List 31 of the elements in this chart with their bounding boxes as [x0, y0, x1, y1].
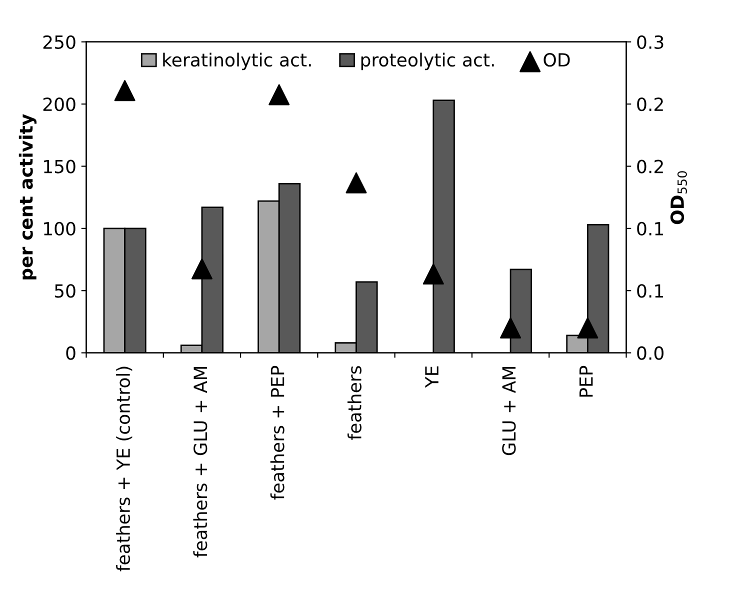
legend-label: keratinolytic act. — [163, 52, 311, 70]
x-tick-label: feathers — [348, 366, 362, 440]
x-tick-label: feathers + PEP — [270, 366, 284, 500]
y-tick-label: 150 — [44, 160, 76, 174]
legend-label: proteolytic act. — [361, 52, 494, 70]
x-tick-label: PEP — [579, 366, 593, 397]
point — [268, 84, 290, 106]
x-tick-label: feathers + GLU + AM — [193, 367, 208, 558]
y2-tick-label: 0.1 — [637, 222, 664, 236]
legend-label: OD — [544, 53, 570, 67]
point — [577, 317, 598, 338]
y-axis-title: per cent activity — [18, 114, 37, 280]
y2-tick-label: 0.2 — [637, 98, 663, 112]
y2-tick-label: 0.0 — [637, 346, 664, 360]
y-tick-label: 100 — [44, 222, 76, 236]
y2-tick-label: 0.1 — [637, 284, 664, 298]
y-tick-label: 250 — [43, 35, 76, 49]
y2-tick-label: 0.3 — [637, 35, 664, 49]
x-tick-label: feathers + YE (control) — [116, 366, 132, 572]
y2-axis-title: OD$_{550}$ — [670, 171, 687, 224]
point — [346, 172, 367, 194]
y-tick-label: 0 — [66, 346, 76, 360]
y-tick-label: 50 — [54, 284, 76, 298]
point — [422, 264, 444, 285]
point — [500, 317, 522, 338]
y2-tick-label: 0.2 — [637, 160, 663, 174]
y-tick-label: 200 — [43, 98, 76, 112]
point — [114, 80, 136, 102]
x-tick-label: GLU + AM — [502, 367, 516, 456]
x-tick-label: YE — [425, 366, 438, 388]
point — [191, 258, 212, 280]
